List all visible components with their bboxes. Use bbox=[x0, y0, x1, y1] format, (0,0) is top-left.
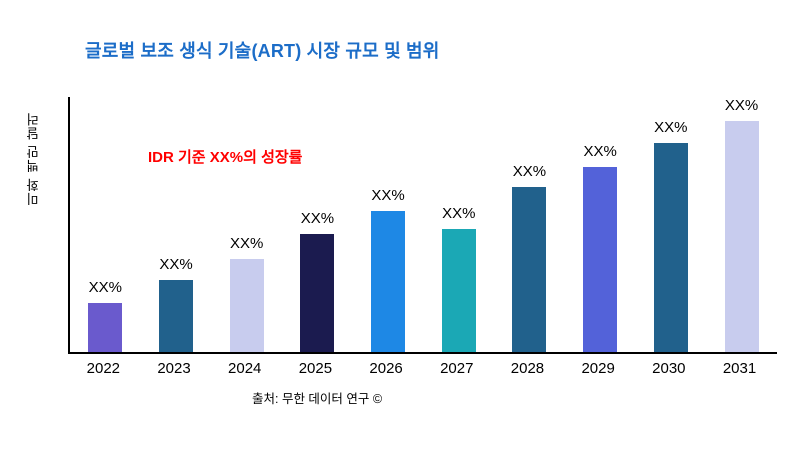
bar-column-2027: XX% bbox=[441, 97, 476, 352]
bar-column-2022: XX% bbox=[88, 97, 123, 352]
bar-2026 bbox=[371, 211, 406, 352]
bar-column-2024: XX% bbox=[229, 97, 264, 352]
source-caption: 출처: 무한 데이터 연구 © bbox=[252, 392, 383, 406]
bar-value-label-2031: XX% bbox=[724, 97, 759, 114]
y-axis-label: 미화 백만 달러 bbox=[26, 112, 41, 206]
bar-column-2026: XX% bbox=[371, 97, 406, 352]
bar-column-2025: XX% bbox=[300, 97, 335, 352]
bar-value-label-2026: XX% bbox=[371, 187, 405, 204]
plot-area: XX% XX% XX% XX% XX% XX% XX% XX% XX% XX% bbox=[68, 97, 777, 354]
x-tick-2028: 2028 bbox=[510, 360, 545, 377]
bar-column-2023: XX% bbox=[159, 97, 194, 352]
bar-value-label-2029: XX% bbox=[583, 143, 617, 160]
x-tick-2022: 2022 bbox=[86, 360, 121, 377]
bar-2029 bbox=[583, 167, 618, 352]
bar-value-label-2024: XX% bbox=[230, 235, 264, 252]
x-tick-2027: 2027 bbox=[440, 360, 474, 377]
bar-value-label-2023: XX% bbox=[159, 256, 193, 273]
bar-2023 bbox=[159, 280, 194, 352]
x-tick-2025: 2025 bbox=[298, 360, 333, 377]
x-tick-2024: 2024 bbox=[228, 360, 262, 377]
chart-title: 글로벌 보조 생식 기술(ART) 시장 규모 및 범위 bbox=[85, 41, 440, 61]
bar-2028 bbox=[512, 187, 547, 352]
bar-2024 bbox=[229, 259, 264, 352]
bar-2022 bbox=[88, 303, 123, 352]
x-tick-2026: 2026 bbox=[369, 360, 403, 377]
bar-value-label-2030: XX% bbox=[654, 119, 688, 136]
bar-column-2028: XX% bbox=[512, 97, 547, 352]
bar-column-2029: XX% bbox=[583, 97, 618, 352]
x-tick-2029: 2029 bbox=[581, 360, 615, 377]
x-tick-2031: 2031 bbox=[722, 360, 757, 377]
bar-value-label-2027: XX% bbox=[442, 205, 476, 222]
bar-2030 bbox=[653, 143, 688, 352]
bar-2031 bbox=[724, 121, 759, 352]
bar-value-label-2028: XX% bbox=[512, 163, 547, 180]
bar-2025 bbox=[300, 234, 335, 352]
x-tick-2030: 2030 bbox=[652, 360, 686, 377]
bar-2027 bbox=[441, 229, 476, 352]
bars-container: XX% XX% XX% XX% XX% XX% XX% XX% XX% XX% bbox=[70, 97, 777, 352]
growth-annotation: IDR 기준 XX%의 성장률 bbox=[148, 149, 303, 166]
x-tick-2023: 2023 bbox=[157, 360, 191, 377]
bar-value-label-2022: XX% bbox=[88, 279, 123, 296]
x-axis-tick-labels: 2022 2023 2024 2025 2026 2027 2028 2029 2030 2031 bbox=[68, 360, 775, 377]
bar-column-2030: XX% bbox=[653, 97, 688, 352]
bar-column-2031: XX% bbox=[724, 97, 759, 352]
bar-value-label-2025: XX% bbox=[300, 210, 335, 227]
